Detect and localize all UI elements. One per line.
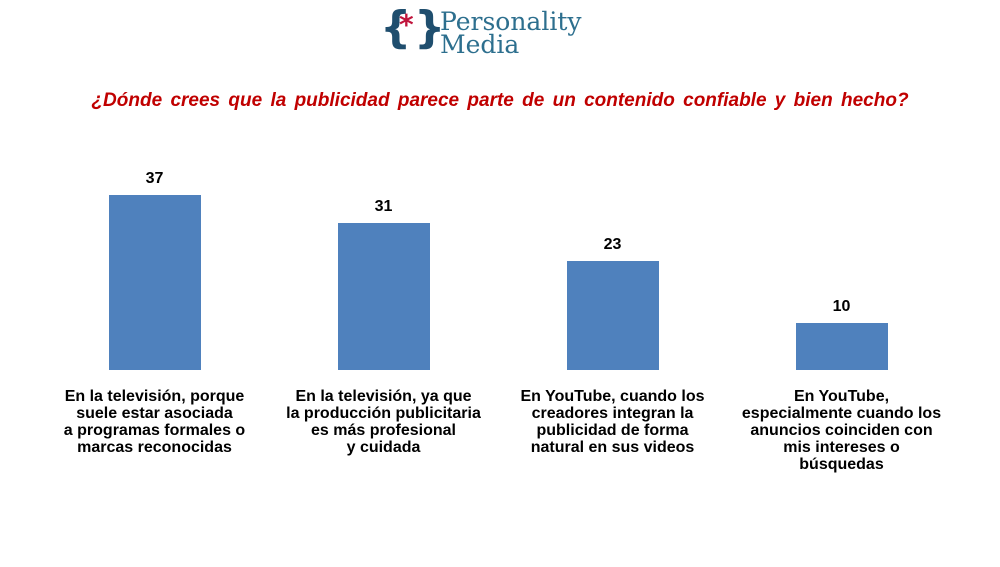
x-tick-label: En YouTube, especialmente cuando los anu… [741, 388, 942, 473]
bar [108, 195, 201, 370]
logo-brace: { [380, 2, 412, 53]
logo-text: Personality [440, 7, 582, 36]
logo-star: * [399, 8, 414, 41]
value-label: 37 [145, 170, 164, 187]
bar [337, 223, 430, 370]
x-tick-label: En la televisión, porque suele estar aso… [63, 388, 246, 456]
x-tick-label: En la televisión, ya que la producción p… [286, 388, 481, 456]
bar [566, 261, 659, 370]
value-label: 31 [374, 198, 393, 216]
chart-title: ¿Dónde crees que la publicidad parece pa… [91, 90, 909, 111]
value-label: 23 [603, 236, 622, 254]
x-tick-label: En YouTube, cuando los creadores integra… [520, 388, 705, 456]
bar [795, 322, 888, 370]
value-label: 10 [832, 297, 851, 315]
logo-brace: } [414, 2, 446, 53]
logo-text: Media [440, 30, 520, 59]
